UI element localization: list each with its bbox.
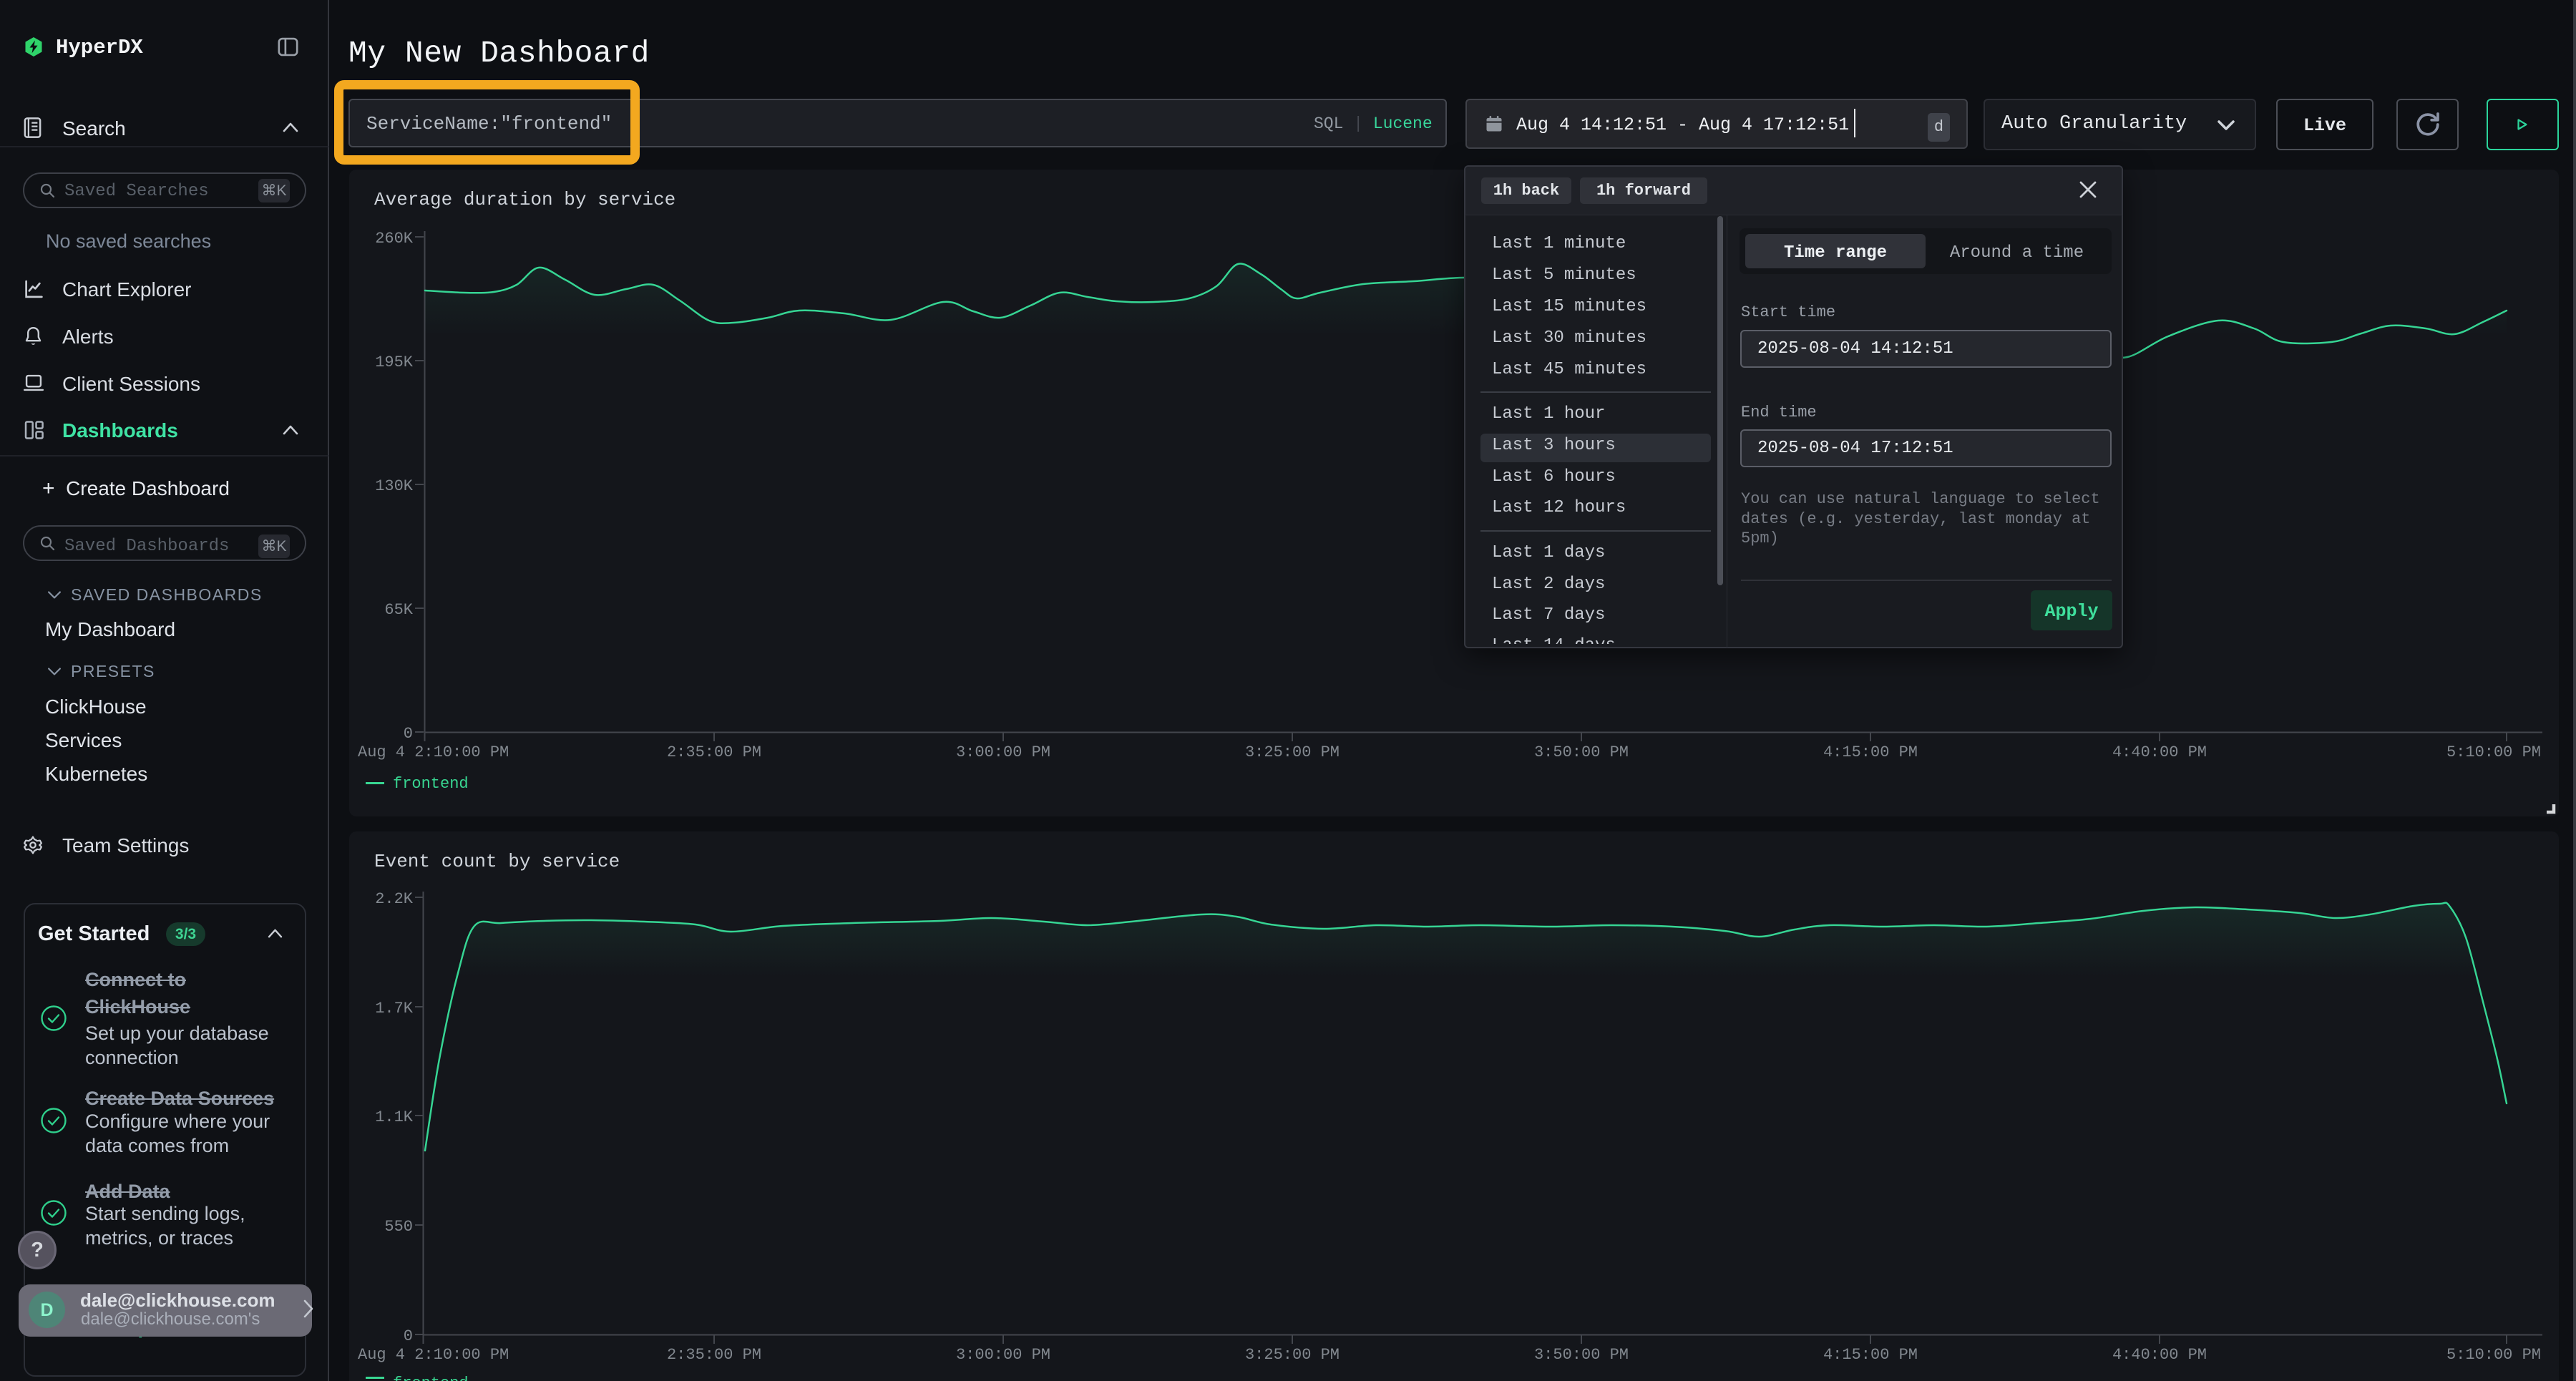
svg-text:260K: 260K [375, 230, 414, 248]
svg-text:4:15:00 PM: 4:15:00 PM [1823, 1346, 1918, 1364]
svg-text:3:00:00 PM: 3:00:00 PM [956, 743, 1050, 761]
svg-text:3:50:00 PM: 3:50:00 PM [1534, 743, 1629, 761]
svg-text:4:15:00 PM: 4:15:00 PM [1823, 743, 1918, 761]
svg-text:3:25:00 PM: 3:25:00 PM [1245, 743, 1340, 761]
svg-text:3:50:00 PM: 3:50:00 PM [1534, 1346, 1629, 1364]
svg-text:5:10:00 PM: 5:10:00 PM [2446, 1346, 2541, 1364]
svg-text:2.2K: 2.2K [375, 890, 414, 908]
svg-text:130K: 130K [375, 477, 414, 495]
svg-text:4:40:00 PM: 4:40:00 PM [2112, 743, 2207, 761]
svg-text:2:35:00 PM: 2:35:00 PM [667, 743, 761, 761]
svg-text:Aug 4 2:10:00 PM: Aug 4 2:10:00 PM [358, 743, 509, 761]
svg-text:195K: 195K [375, 353, 414, 371]
svg-text:0: 0 [404, 1327, 413, 1345]
svg-text:1.1K: 1.1K [375, 1108, 414, 1126]
svg-text:65K: 65K [384, 601, 413, 619]
svg-text:Aug 4 2:10:00 PM: Aug 4 2:10:00 PM [358, 1346, 509, 1364]
svg-text:550: 550 [384, 1218, 413, 1236]
svg-text:4:40:00 PM: 4:40:00 PM [2112, 1346, 2207, 1364]
svg-text:2:35:00 PM: 2:35:00 PM [667, 1346, 761, 1364]
svg-text:3:25:00 PM: 3:25:00 PM [1245, 1346, 1340, 1364]
svg-text:5:10:00 PM: 5:10:00 PM [2446, 743, 2541, 761]
svg-text:3:00:00 PM: 3:00:00 PM [956, 1346, 1050, 1364]
svg-text:0: 0 [404, 725, 413, 743]
svg-text:1.7K: 1.7K [375, 1000, 414, 1018]
